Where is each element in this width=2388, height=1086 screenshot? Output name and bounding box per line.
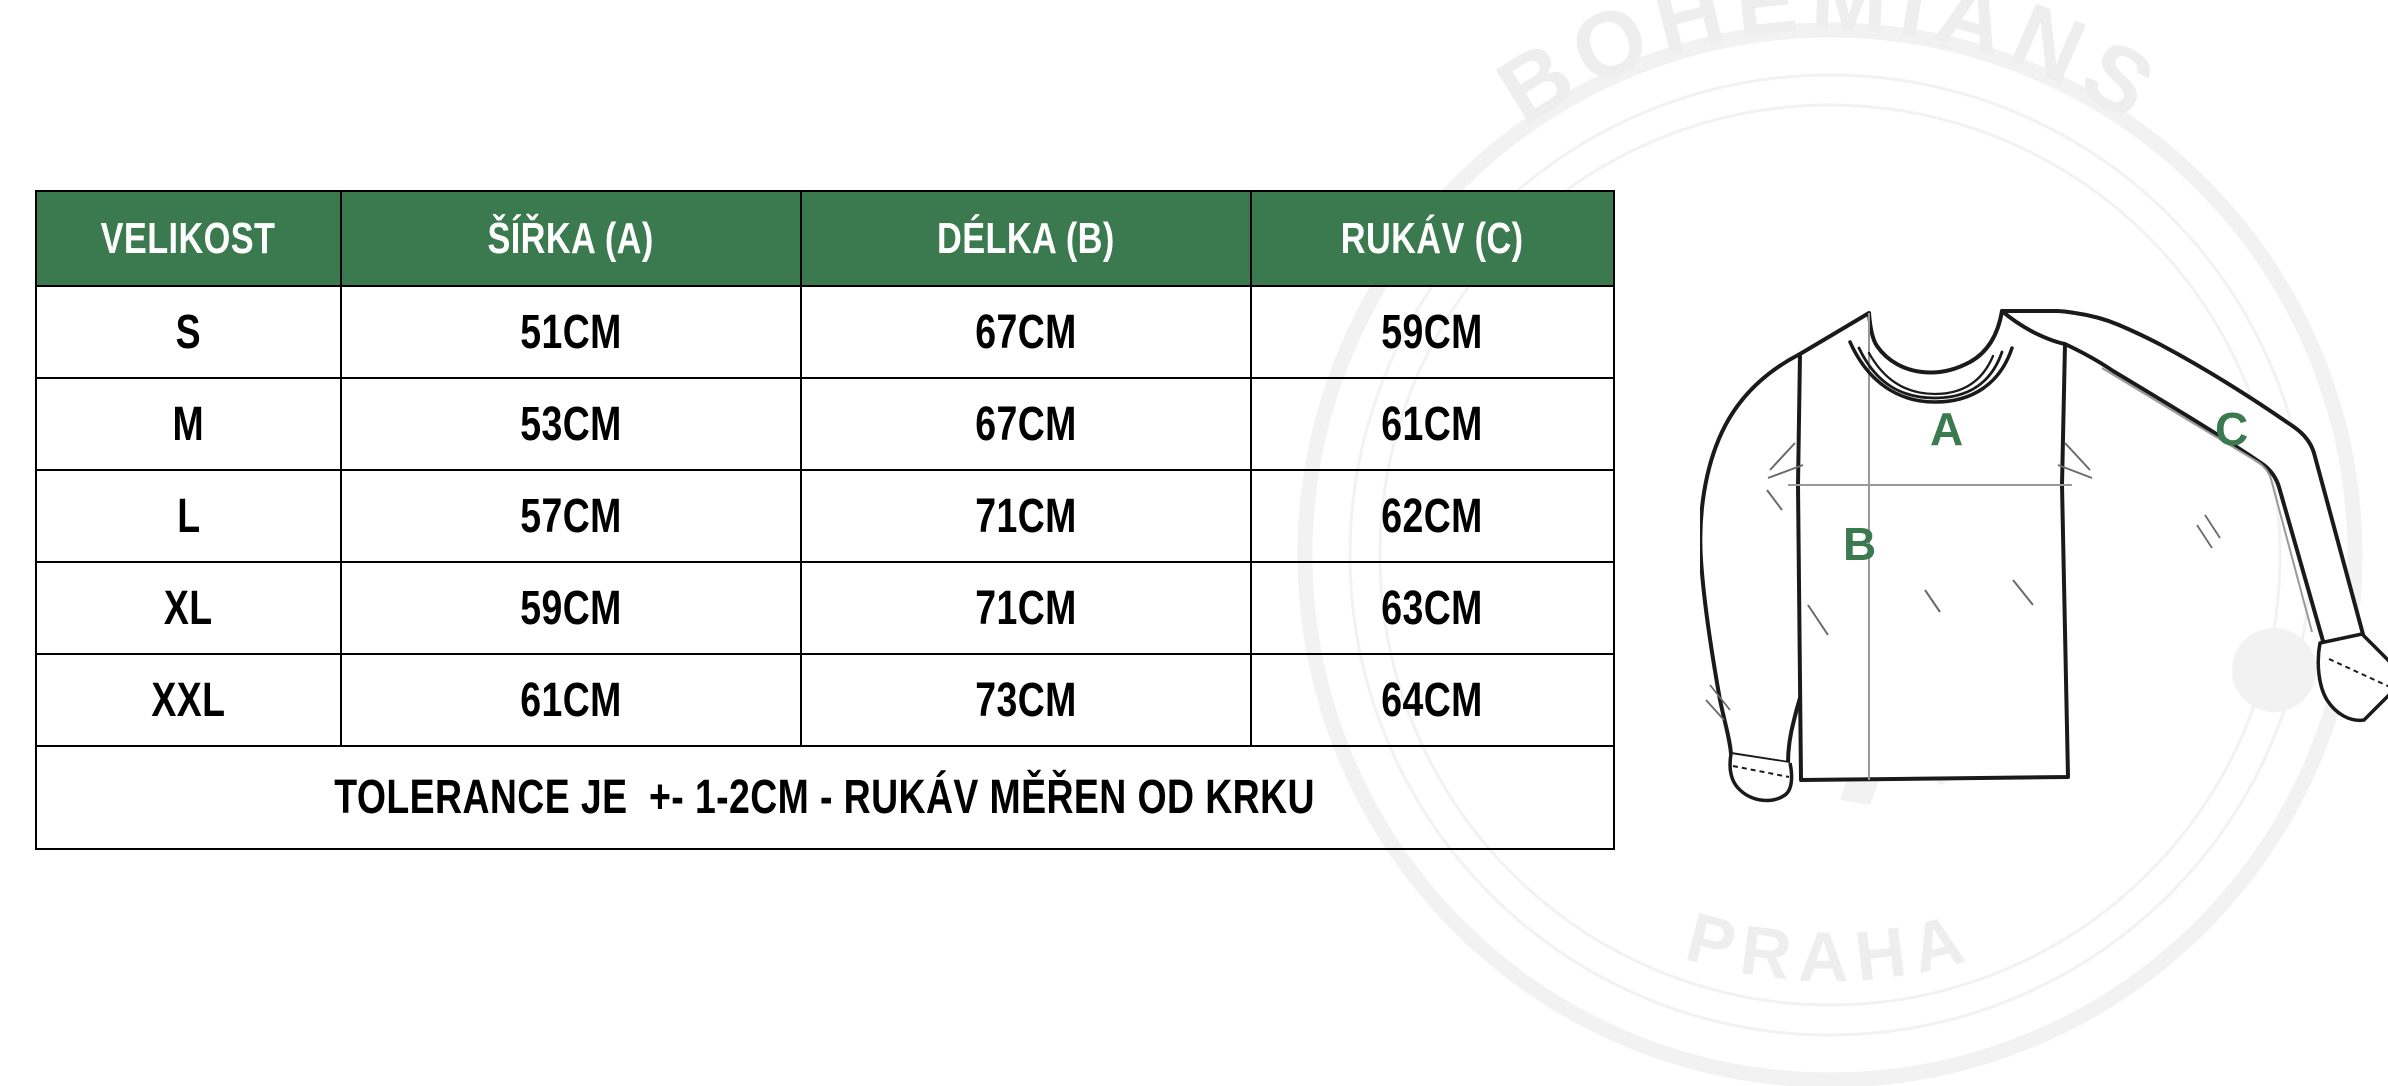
svg-text:BOHEMIANS: BOHEMIANS xyxy=(1481,0,2179,144)
svg-text:PRAHA: PRAHA xyxy=(1679,898,1981,996)
svg-text:B: B xyxy=(1843,518,1876,570)
svg-text:C: C xyxy=(2215,403,2248,455)
svg-text:A: A xyxy=(1930,403,1963,455)
